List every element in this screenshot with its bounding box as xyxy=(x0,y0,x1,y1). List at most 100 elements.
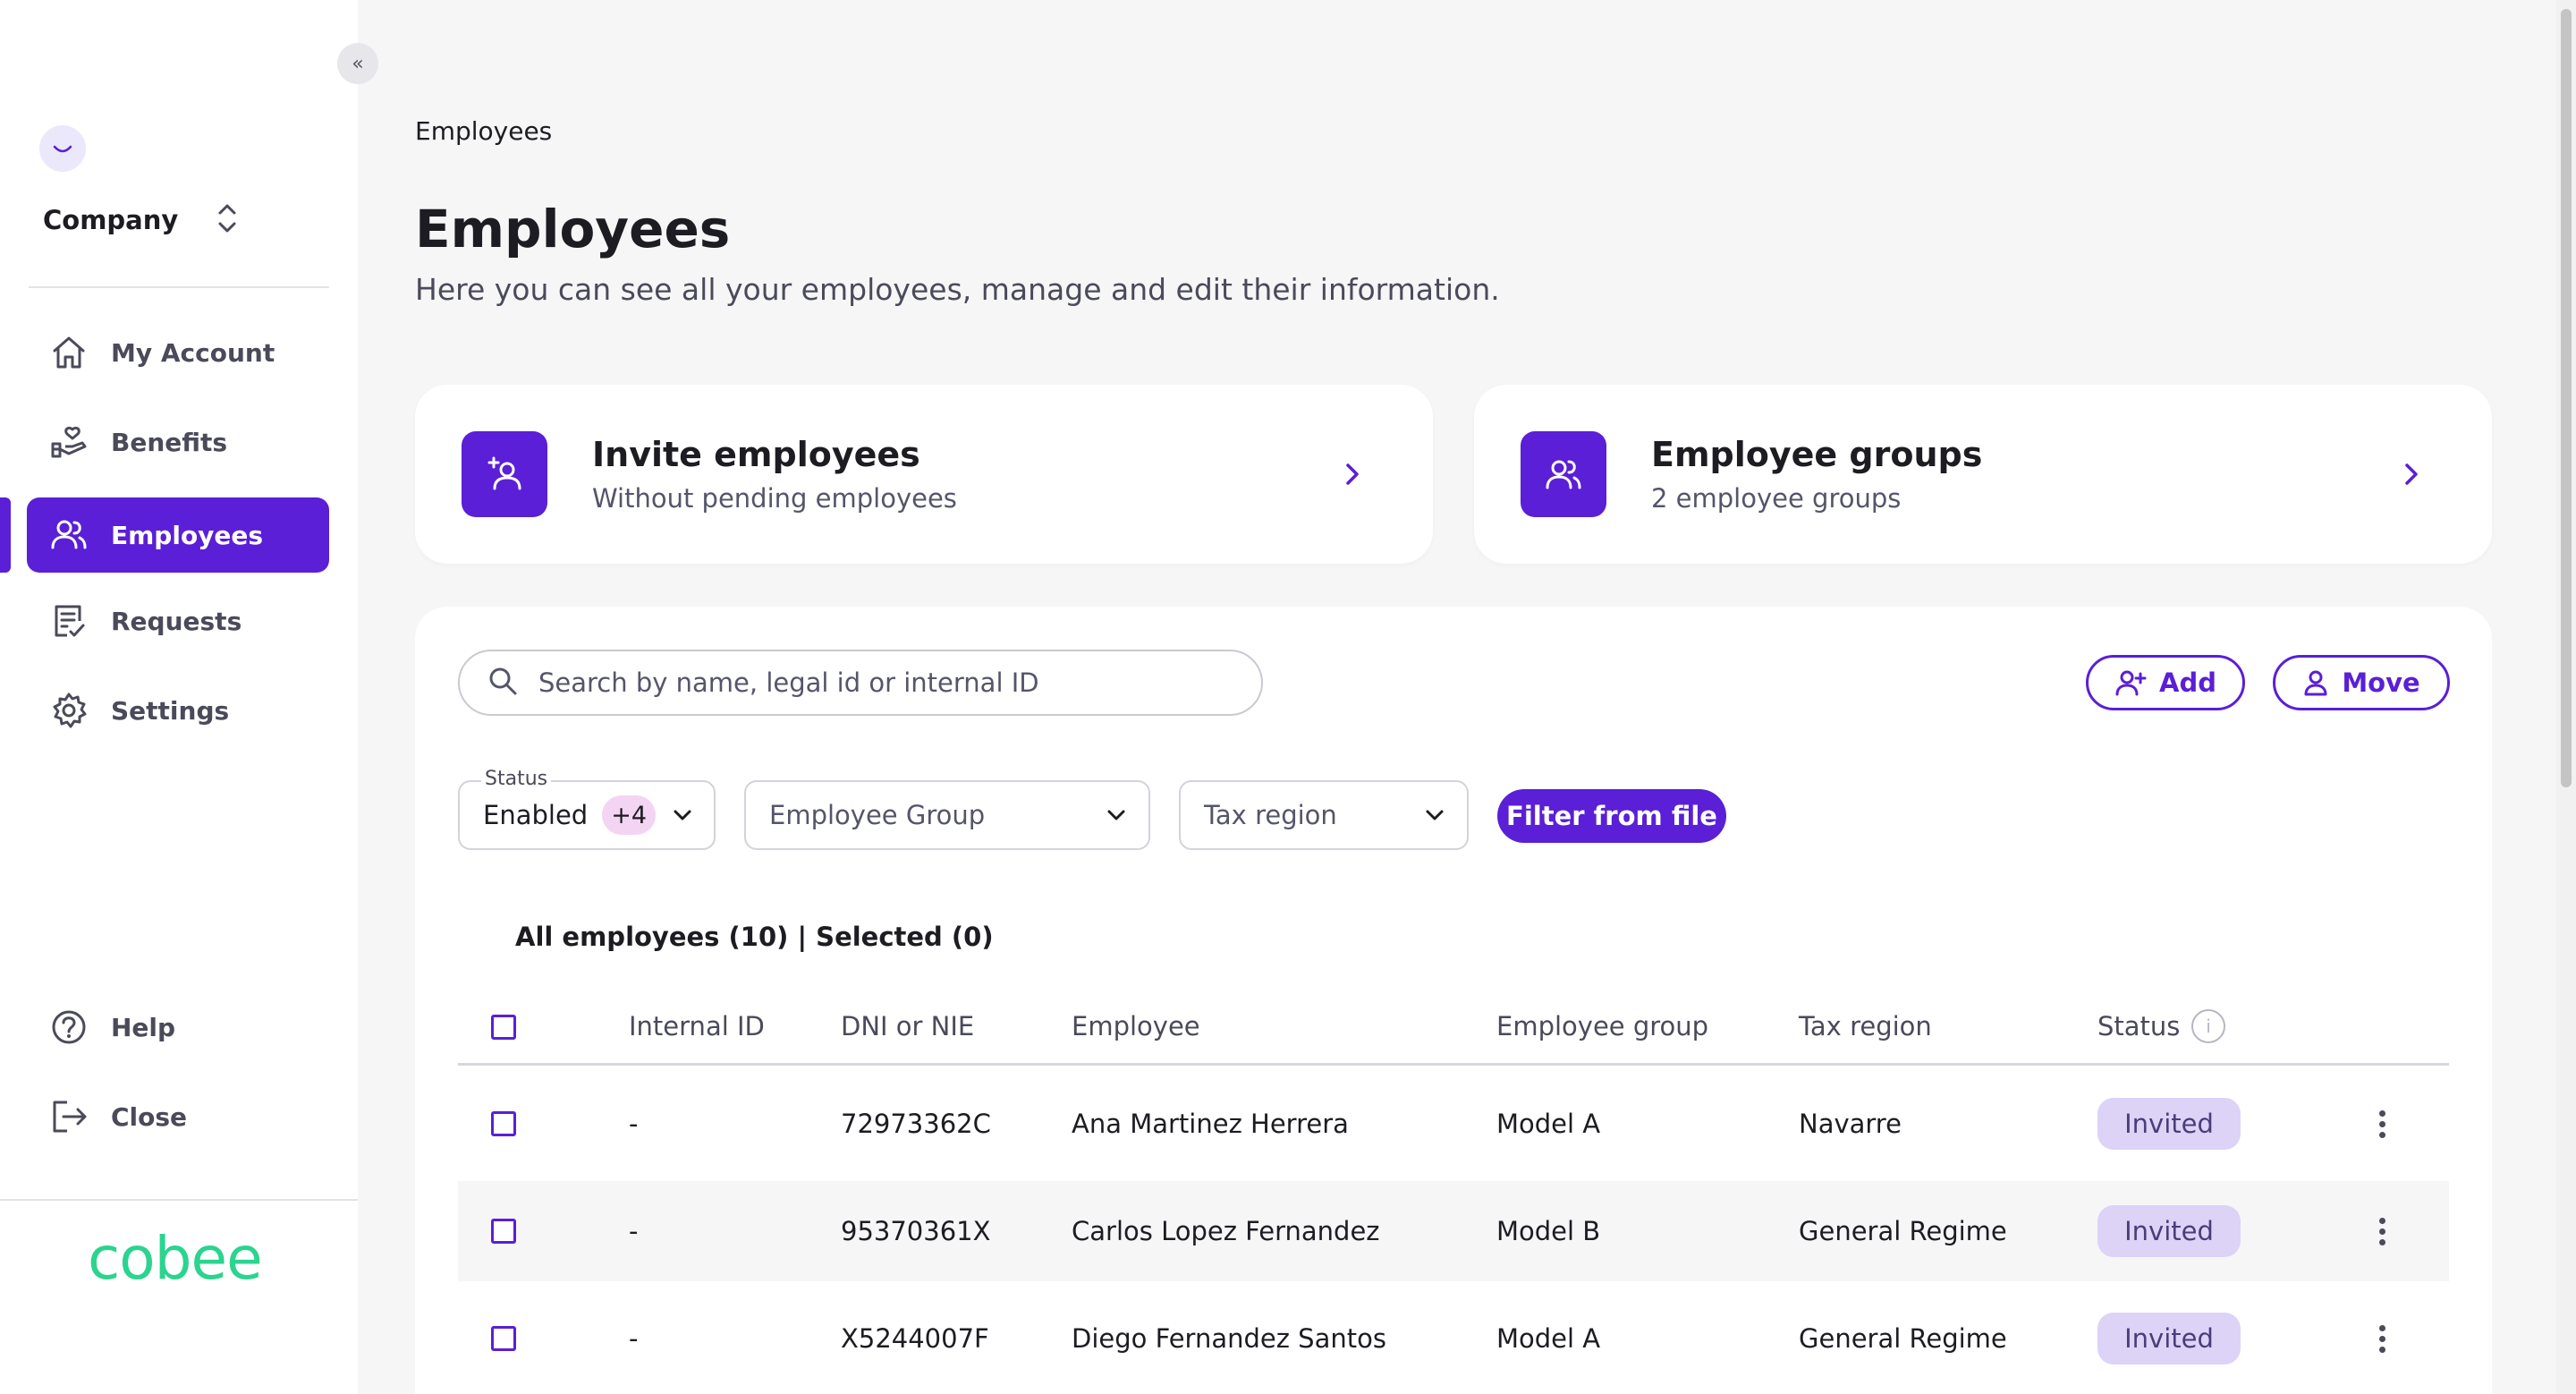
brand-logo: cobee xyxy=(88,1224,263,1293)
tax-region-filter-select[interactable]: Tax region xyxy=(1179,780,1469,850)
sidebar-item-label: Close xyxy=(111,1101,188,1132)
chevron-down-icon xyxy=(670,803,695,828)
search-input[interactable] xyxy=(538,667,1236,698)
employee-group-filter-select[interactable]: Employee Group xyxy=(744,780,1150,850)
sidebar-item-my-account[interactable]: My Account xyxy=(27,315,329,390)
cell-internal-id: - xyxy=(629,1323,639,1354)
select-all-checkbox[interactable] xyxy=(491,1015,516,1040)
company-name: Company xyxy=(43,205,179,235)
row-checkbox[interactable] xyxy=(491,1111,516,1136)
add-button[interactable]: Add xyxy=(2086,655,2245,710)
invite-employees-card[interactable]: Invite employees Without pending employe… xyxy=(415,385,1433,564)
status-badge: Invited xyxy=(2097,1098,2241,1150)
table-row[interactable]: - 95370361X Carlos Lopez Fernandez Model… xyxy=(458,1181,2449,1281)
chevron-down-icon xyxy=(1422,803,1447,828)
document-list-icon xyxy=(48,600,89,642)
sidebar-divider xyxy=(29,286,329,288)
employee-group-filter-placeholder: Employee Group xyxy=(769,800,986,830)
status-filter-label: Status xyxy=(481,768,552,790)
hand-heart-icon xyxy=(48,421,89,463)
sidebar-item-label: Settings xyxy=(111,695,230,726)
help-icon xyxy=(48,1007,89,1048)
column-header-status[interactable]: Status xyxy=(2097,1011,2181,1041)
card-subtitle: 2 employee groups xyxy=(1651,483,1902,514)
chevron-right-icon xyxy=(2385,447,2438,501)
cell-dni: X5244007F xyxy=(841,1323,989,1354)
active-indicator xyxy=(0,497,11,573)
cell-dni: 95370361X xyxy=(841,1216,991,1246)
cell-dni: 72973362C xyxy=(841,1109,991,1139)
sidebar-item-help[interactable]: Help xyxy=(27,990,329,1065)
row-checkbox[interactable] xyxy=(491,1326,516,1351)
status-badge: Invited xyxy=(2097,1313,2241,1364)
users-icon xyxy=(48,514,89,556)
table-row[interactable]: - X5244007F Diego Fernandez Santos Model… xyxy=(458,1288,2449,1389)
sidebar: Company My Account Benefits Employees Re… xyxy=(0,0,358,1394)
status-filter-select[interactable]: Enabled +4 xyxy=(458,780,716,850)
company-logo-icon xyxy=(39,125,86,172)
page-scrollbar[interactable] xyxy=(2556,0,2576,1394)
cell-employee-group: Model A xyxy=(1496,1109,1601,1139)
sidebar-item-requests[interactable]: Requests xyxy=(27,583,329,659)
sidebar-item-close[interactable]: Close xyxy=(27,1079,329,1154)
row-actions-menu-icon[interactable] xyxy=(2364,1101,2400,1146)
status-filter-value: Enabled xyxy=(483,800,589,830)
scrollbar-thumb[interactable] xyxy=(2561,9,2572,787)
search-icon xyxy=(487,665,519,701)
column-header-employee[interactable]: Employee xyxy=(1072,1011,1200,1041)
add-button-label: Add xyxy=(2159,667,2216,698)
status-badge: Invited xyxy=(2097,1205,2241,1257)
logout-icon xyxy=(48,1096,89,1137)
cell-tax-region: General Regime xyxy=(1799,1216,2007,1246)
sidebar-bottom-divider xyxy=(0,1199,358,1201)
cell-employee: Carlos Lopez Fernandez xyxy=(1072,1216,1380,1246)
collapse-sidebar-button[interactable]: « xyxy=(337,43,378,84)
row-checkbox[interactable] xyxy=(491,1219,516,1244)
filter-from-file-button[interactable]: Filter from file xyxy=(1497,789,1726,843)
row-actions-menu-icon[interactable] xyxy=(2364,1316,2400,1361)
column-header-employee-group[interactable]: Employee group xyxy=(1496,1011,1709,1041)
page-subtitle: Here you can see all your employees, man… xyxy=(415,272,1500,307)
sidebar-item-employees[interactable]: Employees xyxy=(27,497,329,573)
page-title: Employees xyxy=(415,199,731,259)
chevron-up-down-icon xyxy=(215,200,240,240)
cell-employee: Diego Fernandez Santos xyxy=(1072,1323,1386,1354)
sidebar-item-label: Benefits xyxy=(111,427,228,457)
chevron-down-icon xyxy=(1104,803,1129,828)
move-button[interactable]: Move xyxy=(2273,655,2450,710)
cell-tax-region: General Regime xyxy=(1799,1323,2007,1354)
search-field[interactable] xyxy=(458,650,1263,716)
cell-employee: Ana Martinez Herrera xyxy=(1072,1109,1349,1139)
user-add-icon xyxy=(462,431,547,517)
chevron-right-icon xyxy=(1326,447,1379,501)
breadcrumb: Employees xyxy=(415,116,553,146)
column-header-dni[interactable]: DNI or NIE xyxy=(841,1011,975,1041)
cell-tax-region: Navarre xyxy=(1799,1109,1902,1139)
cell-internal-id: - xyxy=(629,1109,639,1139)
cell-internal-id: - xyxy=(629,1216,639,1246)
tax-region-filter-placeholder: Tax region xyxy=(1204,800,1337,830)
info-icon[interactable]: i xyxy=(2191,1009,2225,1043)
sidebar-item-settings[interactable]: Settings xyxy=(27,673,329,748)
row-actions-menu-icon[interactable] xyxy=(2364,1209,2400,1254)
card-title: Invite employees xyxy=(592,435,920,474)
gear-icon xyxy=(48,690,89,731)
column-header-internal-id[interactable]: Internal ID xyxy=(629,1011,765,1041)
employee-groups-card[interactable]: Employee groups 2 employee groups xyxy=(1474,385,2492,564)
company-switcher[interactable]: Company xyxy=(43,199,240,242)
home-icon xyxy=(48,332,89,373)
users-icon xyxy=(1521,431,1606,517)
table-row[interactable]: - 72973362C Ana Martinez Herrera Model A… xyxy=(458,1074,2449,1174)
sidebar-item-label: My Account xyxy=(111,337,275,368)
sidebar-item-benefits[interactable]: Benefits xyxy=(27,404,329,480)
status-extra-count-badge: +4 xyxy=(602,795,657,835)
sidebar-item-label: Help xyxy=(111,1012,176,1042)
move-button-label: Move xyxy=(2342,667,2420,698)
user-icon xyxy=(2302,668,2329,697)
table-header-divider xyxy=(458,1063,2449,1066)
user-add-icon xyxy=(2114,668,2147,697)
sidebar-item-label: Employees xyxy=(111,520,264,550)
card-subtitle: Without pending employees xyxy=(592,483,957,514)
column-header-tax-region[interactable]: Tax region xyxy=(1799,1011,1932,1041)
card-title: Employee groups xyxy=(1651,435,1983,474)
